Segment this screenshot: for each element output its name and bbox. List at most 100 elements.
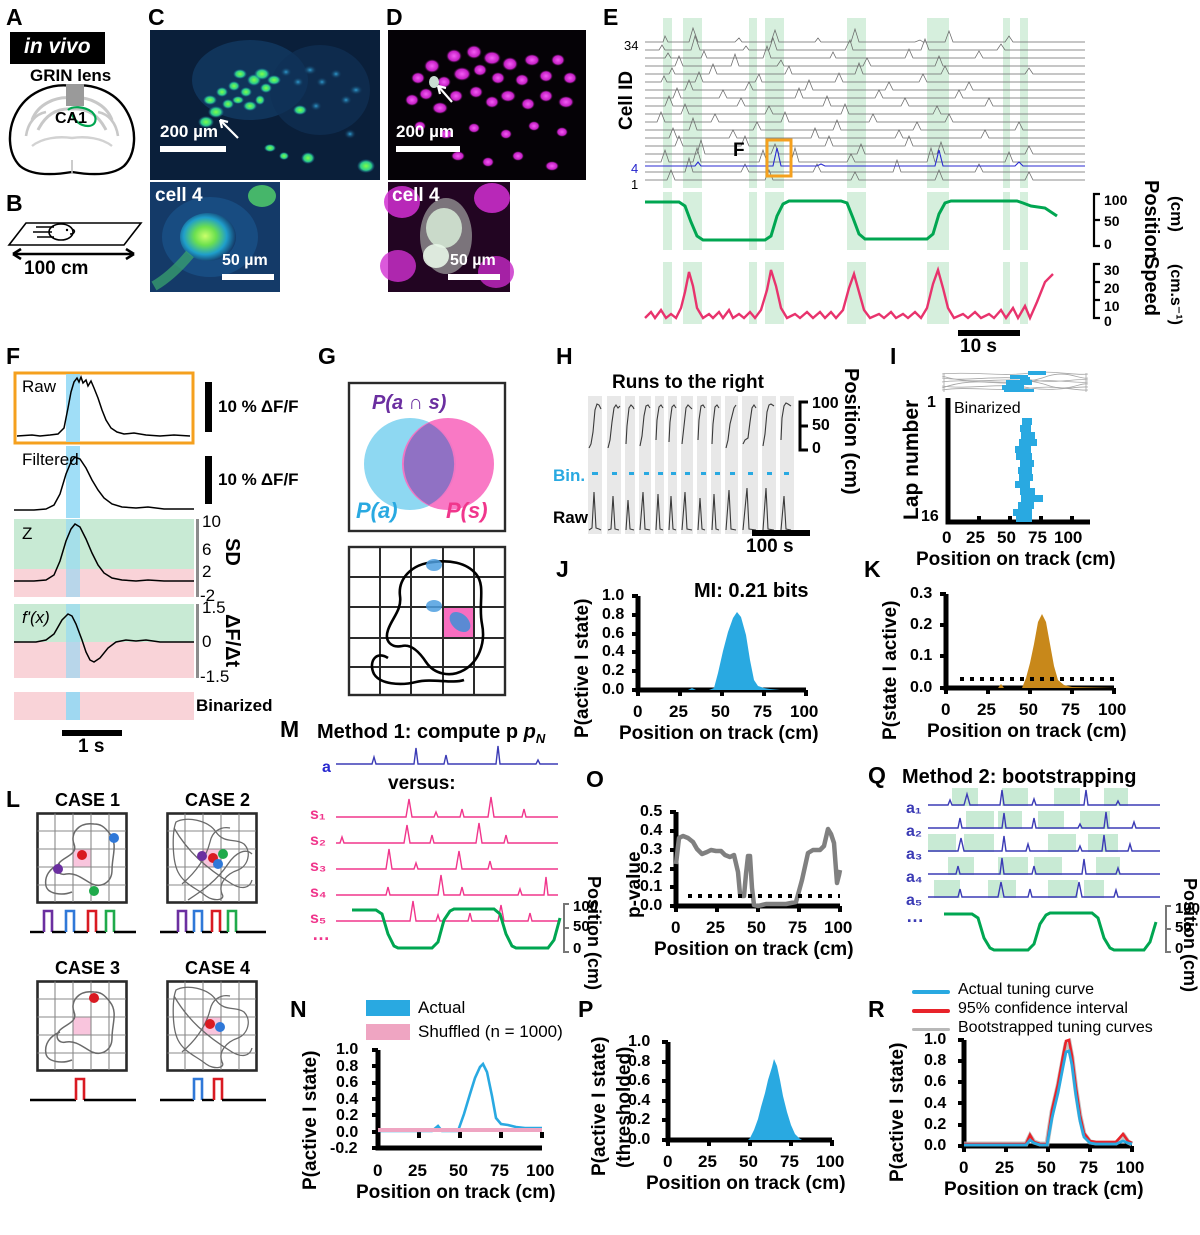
panel-l-case2-title: CASE 2 — [185, 790, 251, 810]
panel-r-ytick-08: 0.8 — [924, 1052, 947, 1069]
panel-q-tick-100: 100 — [1175, 900, 1200, 917]
panel-label-k: K — [864, 556, 881, 582]
panel-m-s1-label: s₁ — [310, 806, 326, 823]
panel-label-c: C — [148, 4, 165, 30]
panel-p-ylabel-1: P(active I state) — [589, 1036, 610, 1176]
panel-j-xtick-50: 50 — [711, 702, 730, 721]
panel-h-tick-50: 50 — [812, 417, 830, 434]
panel-r-xtick-0: 0 — [959, 1158, 969, 1177]
panel-r-ytick-02: 0.2 — [924, 1116, 947, 1133]
panel-o-ytick-03: 0.3 — [640, 841, 663, 858]
panel-f-raw-scalebar — [205, 382, 212, 432]
panel-h-tick-100: 100 — [812, 395, 839, 412]
panel-p-ytick-00: 0.0 — [628, 1131, 651, 1148]
panel-h-bin-label: Bin. — [553, 466, 586, 485]
panel-e-speed-tick-30: 30 — [1104, 262, 1120, 278]
panel-m-tick-0: 0 — [573, 940, 582, 957]
panel-h-tick-0: 0 — [812, 440, 821, 457]
panel-c-inset-image — [150, 182, 280, 292]
panel-j-ylabel: P(active I state) — [572, 598, 593, 738]
panel-n-ytick-1: 1.0 — [336, 1041, 359, 1058]
panel-e-position-axis-title: Position — [1140, 180, 1162, 259]
panel-k-xtick-75: 75 — [1061, 700, 1080, 719]
panel-k-xtick-25: 25 — [977, 700, 996, 719]
ca1-label: CA1 — [55, 110, 88, 127]
panel-f-z-tick-6: 6 — [202, 540, 212, 559]
panel-e-ylabel: Cell ID — [616, 70, 637, 130]
panel-d-inset-scalebar-label: 50 µm — [450, 252, 496, 269]
panel-j-ytick-1: 1.0 — [602, 587, 625, 604]
panel-o-xtick-50: 50 — [747, 918, 766, 937]
panel-n-legend-swatch-shuffled — [366, 1024, 410, 1040]
panel-j-xlabel: Position on track (cm) — [619, 723, 819, 744]
panel-n-xtick-25: 25 — [408, 1161, 427, 1180]
panel-n-ytick-neg02: -0.2 — [330, 1140, 358, 1157]
panel-j-ytick-04: 0.4 — [602, 643, 625, 660]
panel-m-s2-label: s₂ — [310, 832, 327, 849]
panel-i-inset-note: Binarized — [954, 400, 1021, 417]
panel-r-ytick-06: 0.6 — [924, 1073, 947, 1090]
panel-h-runs — [588, 396, 794, 534]
panel-o-xlabel: Position on track (cm) — [654, 939, 854, 960]
panel-e-speed-axis-title: Speed — [1140, 256, 1162, 317]
panel-n-legend-label-shuffled: Shuffled (n = 1000) — [418, 1022, 563, 1041]
panel-q-axis-title: Position (cm) — [1180, 878, 1200, 993]
panel-j-title: MI: 0.21 bits — [694, 580, 809, 602]
panel-m-axis-title: Position (cm) — [584, 876, 604, 991]
panel-l-case1-title: CASE 1 — [55, 790, 121, 810]
panel-r-legend-line-actual — [912, 990, 950, 994]
panel-k-ytick-00: 0.0 — [910, 679, 933, 696]
panel-i-xtick-25: 25 — [966, 528, 985, 547]
panel-f-z-tick-10: 10 — [202, 512, 221, 531]
panel-r-legend-label-boot: Bootstrapped tuning curves — [958, 1019, 1153, 1036]
panel-r-legend-label-ci: 95% confidence interval — [958, 1000, 1128, 1017]
panel-r-xlabel: Position on track (cm) — [944, 1179, 1144, 1200]
panel-f-deriv-tick-0: 0 — [202, 632, 212, 651]
panel-j-xtick-0: 0 — [633, 702, 643, 721]
panel-p-plot — [660, 1040, 836, 1154]
panel-h-position-axis — [798, 400, 810, 452]
panel-l-case3 — [36, 980, 128, 1072]
panel-f-raw-row — [13, 371, 195, 445]
panel-o-xtick-100: 100 — [824, 918, 853, 937]
panel-label-q: Q — [868, 762, 886, 788]
panel-f-raw-scale-label: 10 % ΔF/F — [218, 397, 299, 416]
panel-l-case3-pulses — [30, 1074, 138, 1104]
panel-j-xtick-100: 100 — [790, 702, 819, 721]
panel-m-position-trace — [336, 900, 562, 956]
panel-m-actual-trace — [336, 744, 558, 768]
panel-label-r: R — [868, 996, 885, 1022]
panel-f-z-axis-title: SD — [221, 538, 243, 566]
panel-n-ytick-00: 0.0 — [336, 1124, 359, 1141]
panel-e-cell-highlight: 4 — [631, 161, 639, 176]
panel-n-plot — [370, 1048, 546, 1162]
panel-l-case2 — [166, 812, 258, 904]
panel-q-position-axis — [1164, 904, 1173, 954]
brain-slice-diagram — [2, 80, 142, 180]
panel-g-intersection-label: P(a ∩ s) — [372, 392, 447, 414]
panel-i-track-inset — [940, 368, 1090, 396]
panel-i-ytick-bottom: 16 — [921, 508, 939, 525]
panel-l-case1 — [36, 812, 128, 904]
panel-e-cell-min: 1 — [631, 177, 639, 192]
panel-k-xtick-50: 50 — [1019, 700, 1038, 719]
panel-e-position-axis — [1092, 192, 1102, 248]
panel-n-ytick-02: 0.2 — [336, 1107, 359, 1124]
panel-e-cell-max: 34 — [624, 38, 639, 53]
panel-label-a: A — [6, 4, 23, 30]
panel-g-venn — [347, 381, 507, 533]
panel-o-ytick-04: 0.4 — [640, 822, 663, 839]
panel-f-raw-label: Raw — [22, 377, 57, 396]
panel-h-raw-label: Raw — [553, 508, 588, 527]
in-vivo-badge: in vivo — [10, 32, 105, 64]
panel-h-axis-title: Position (cm) — [840, 368, 862, 495]
panel-f-z-row — [14, 519, 194, 597]
panel-label-i: I — [890, 343, 897, 369]
panel-j-ytick-00: 0.0 — [602, 681, 625, 698]
panel-r-xtick-75: 75 — [1079, 1158, 1098, 1177]
panel-i-ytick-top: 1 — [927, 394, 936, 411]
panel-p-ytick-08: 0.8 — [628, 1053, 651, 1070]
panel-g-ps-label: P(s) — [446, 498, 488, 523]
panel-k-plot — [938, 592, 1120, 700]
panel-c-inset-scalebar-label: 50 µm — [222, 252, 268, 269]
